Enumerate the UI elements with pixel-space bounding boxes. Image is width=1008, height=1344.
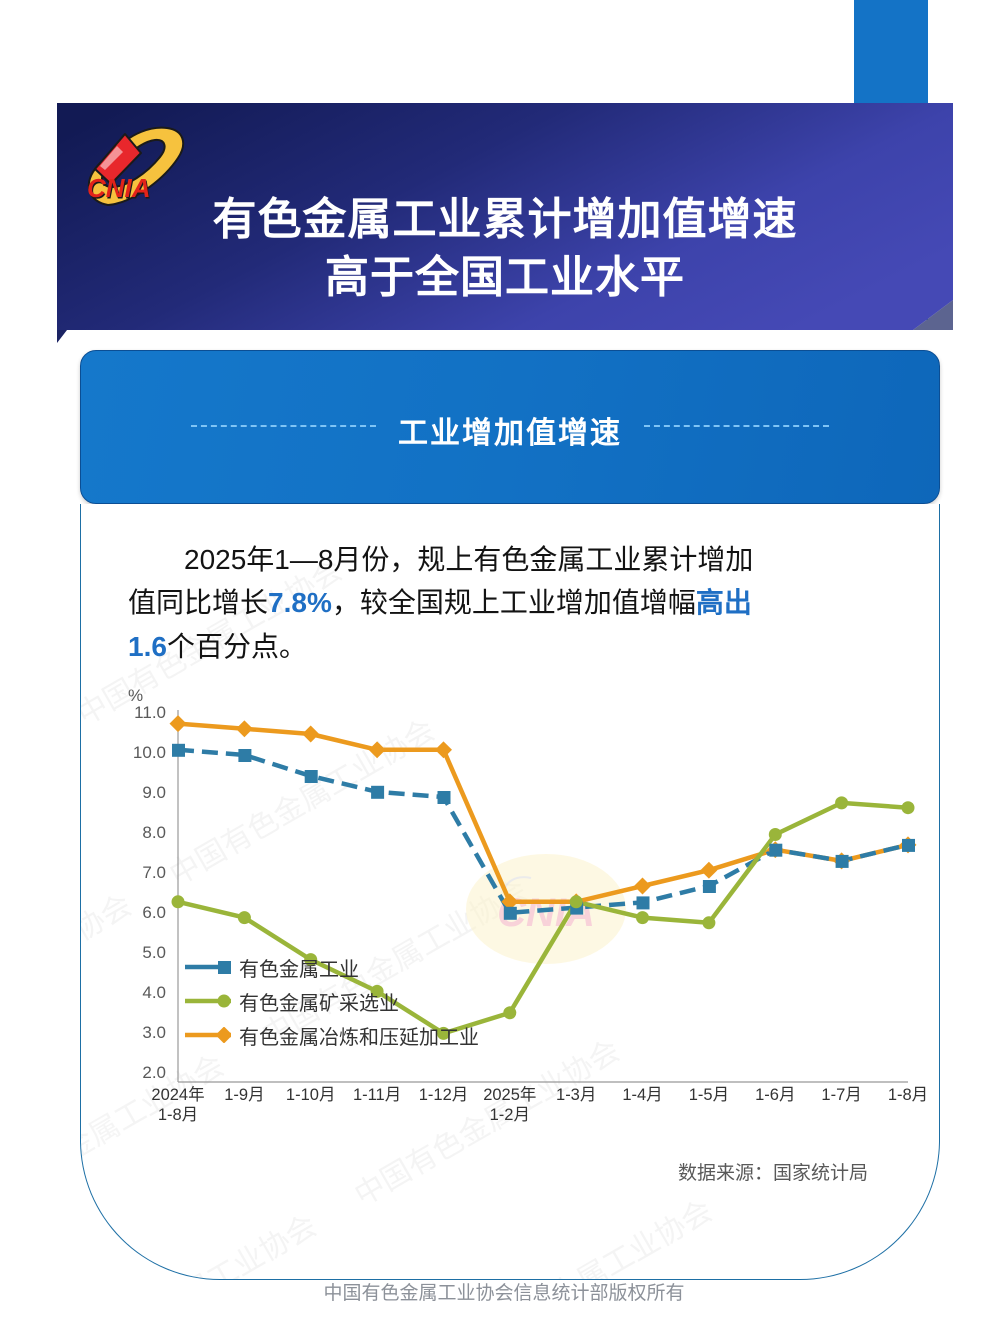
svg-text:1-9月: 1-9月 [224,1086,264,1104]
svg-text:11.0: 11.0 [134,703,166,722]
svg-text:1-8月: 1-8月 [158,1106,198,1124]
svg-text:2025年: 2025年 [483,1085,536,1104]
svg-text:1-2月: 1-2月 [490,1106,530,1124]
svg-text:1-4月: 1-4月 [622,1086,662,1104]
svg-text:1-8月: 1-8月 [888,1086,928,1104]
svg-text:1-7月: 1-7月 [821,1086,861,1104]
svg-text:1-11月: 1-11月 [353,1086,401,1104]
svg-text:9.0: 9.0 [142,783,166,802]
svg-text:3.0: 3.0 [142,1023,166,1042]
svg-text:7.0: 7.0 [142,863,166,882]
svg-text:4.0: 4.0 [142,983,166,1002]
svg-text:5.0: 5.0 [142,943,166,962]
svg-text:1-10月: 1-10月 [286,1086,336,1104]
svg-text:8.0: 8.0 [142,823,166,842]
svg-text:1-12月: 1-12月 [419,1086,469,1104]
svg-text:1-5月: 1-5月 [689,1086,729,1104]
svg-text:2024年: 2024年 [151,1085,204,1104]
svg-text:6.0: 6.0 [142,903,166,922]
svg-text:1-6月: 1-6月 [755,1086,795,1104]
svg-text:10.0: 10.0 [133,743,166,762]
svg-text:1-3月: 1-3月 [556,1086,596,1104]
svg-text:2.0: 2.0 [142,1063,166,1082]
